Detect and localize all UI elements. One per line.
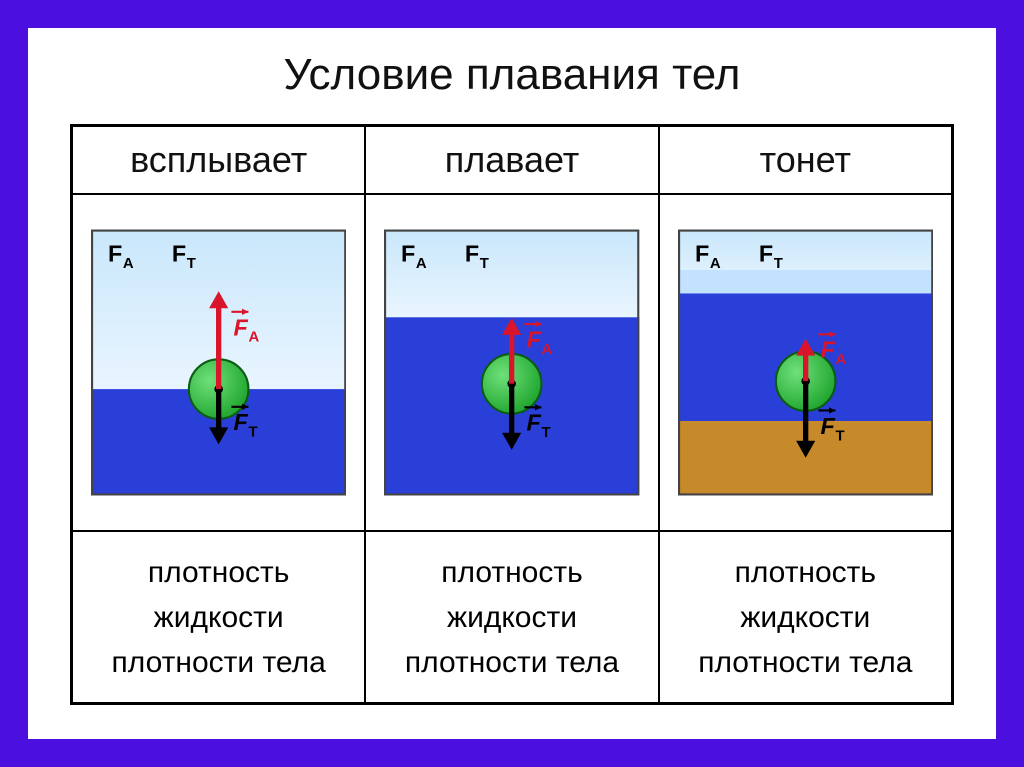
exp-line1: плотность — [735, 550, 876, 595]
svg-text:F: F — [759, 240, 773, 266]
exp-line1: плотность — [148, 550, 289, 595]
comparison-grid: всплывает плавает тонет FAFTFAFT FAFTFAF… — [70, 124, 954, 705]
outer-frame: Условие плавания тел всплывает плавает т… — [0, 0, 1024, 767]
inner-panel: Условие плавания тел всплывает плавает т… — [28, 28, 996, 739]
exp-line2: жидкости — [447, 595, 577, 640]
svg-text:F: F — [527, 410, 542, 436]
svg-text:A: A — [542, 342, 553, 358]
header-row: всплывает плавает тонет — [73, 127, 951, 195]
svg-text:T: T — [248, 425, 257, 441]
header-floating: плавает — [366, 127, 659, 193]
svg-text:F: F — [234, 409, 249, 435]
explanation-row: плотность жидкости плотности тела плотно… — [73, 532, 951, 702]
svg-text:A: A — [123, 256, 134, 272]
header-sinks: тонет — [660, 127, 951, 193]
diagram-row: FAFTFAFT FAFTFAFT FAFTFAFT — [73, 195, 951, 532]
svg-text:F: F — [108, 240, 122, 266]
svg-text:F: F — [820, 413, 835, 439]
exp-line3: плотности тела — [112, 640, 326, 685]
header-floats-up: всплывает — [73, 127, 366, 193]
explanation-floats-up: плотность жидкости плотности тела — [73, 532, 366, 702]
svg-text:T: T — [773, 256, 782, 272]
exp-line2: жидкости — [154, 595, 284, 640]
svg-text:F: F — [695, 240, 709, 266]
svg-text:A: A — [835, 352, 846, 368]
svg-text:A: A — [710, 256, 721, 272]
diagram-floating: FAFTFAFT — [366, 195, 659, 530]
svg-text:F: F — [234, 314, 249, 340]
explanation-sinks: плотность жидкости плотности тела — [660, 532, 951, 702]
svg-text:F: F — [527, 326, 542, 352]
svg-text:F: F — [465, 240, 479, 266]
svg-text:T: T — [480, 256, 489, 272]
svg-text:T: T — [187, 256, 196, 272]
exp-line3: плотности тела — [698, 640, 912, 685]
svg-text:A: A — [416, 256, 427, 272]
svg-text:F: F — [401, 240, 415, 266]
explanation-floating: плотность жидкости плотности тела — [366, 532, 659, 702]
svg-text:F: F — [172, 240, 186, 266]
exp-line2: жидкости — [740, 595, 870, 640]
page-title: Условие плавания тел — [28, 28, 996, 124]
exp-line1: плотность — [441, 550, 582, 595]
svg-text:F: F — [820, 337, 835, 363]
svg-text:A: A — [248, 330, 259, 346]
diagram-floats-up: FAFTFAFT — [73, 195, 366, 530]
svg-text:T: T — [835, 428, 844, 444]
diagram-sinks: FAFTFAFT — [660, 195, 951, 530]
svg-text:T: T — [542, 425, 551, 441]
exp-line3: плотности тела — [405, 640, 619, 685]
